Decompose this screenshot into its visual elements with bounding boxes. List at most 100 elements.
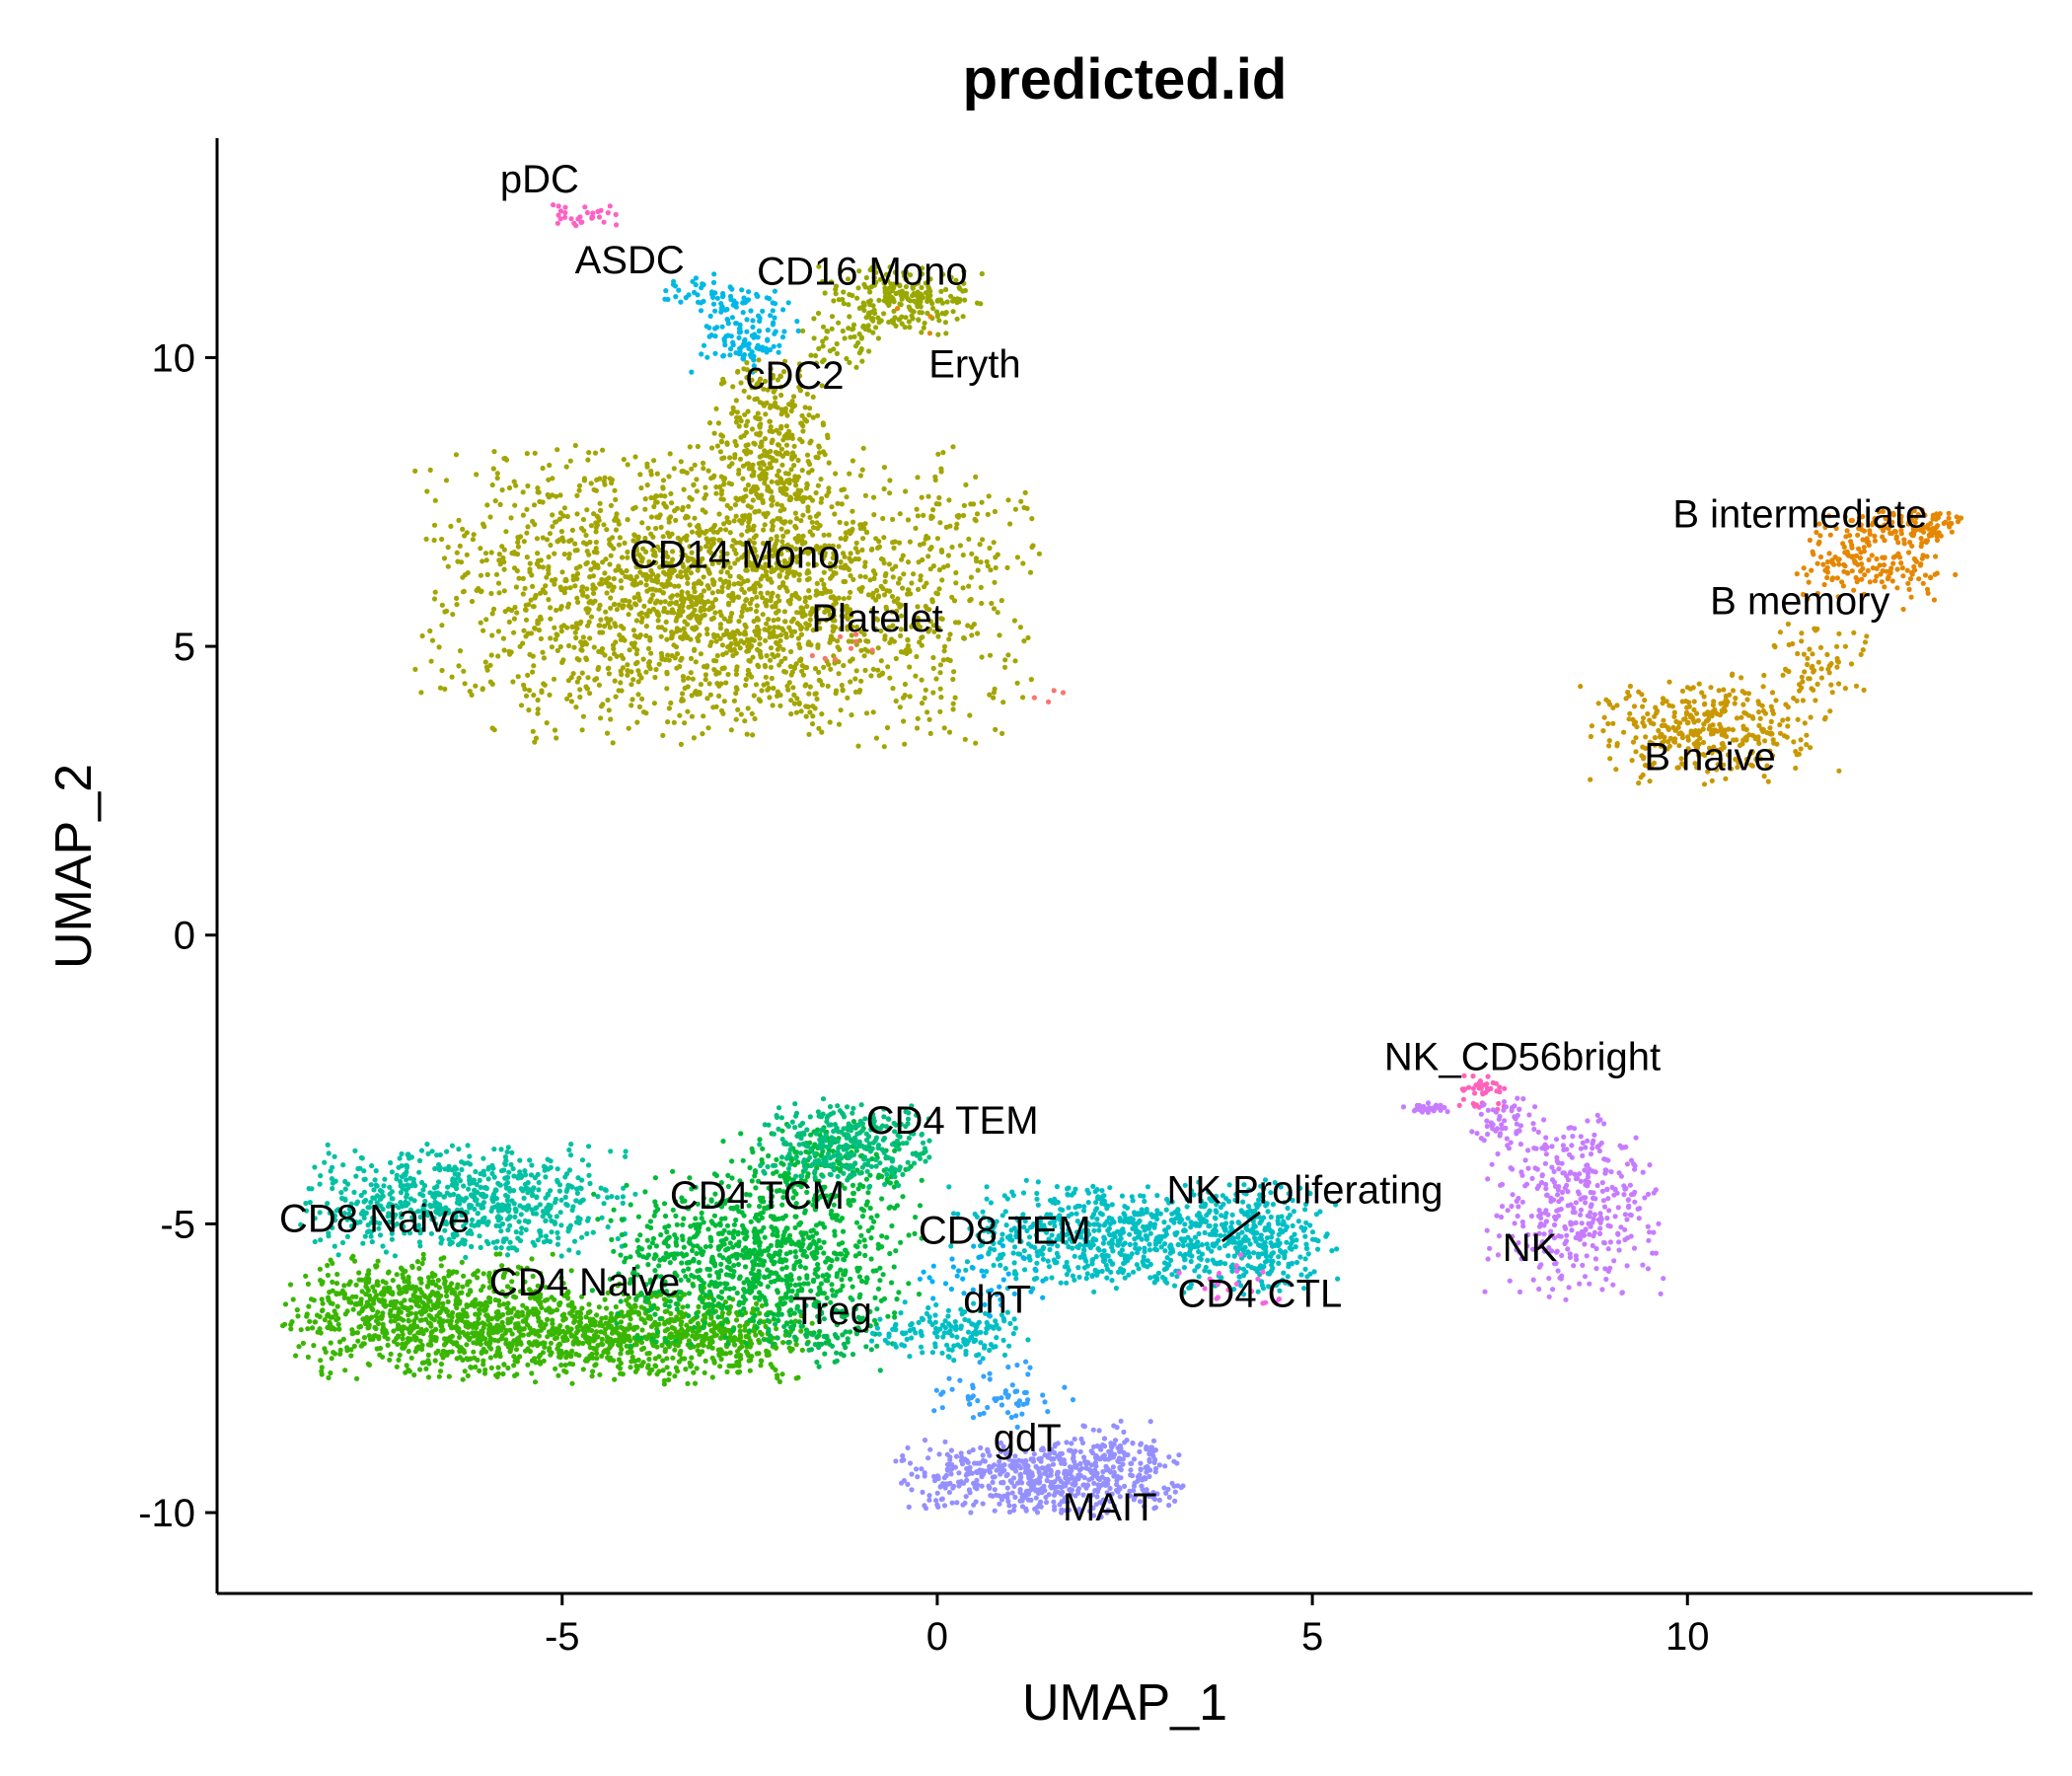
- data-point: [676, 583, 682, 589]
- data-point: [600, 559, 606, 565]
- data-point: [1899, 565, 1905, 571]
- data-point: [555, 203, 561, 209]
- data-point: [1814, 560, 1820, 566]
- data-point: [991, 695, 997, 701]
- data-point: [1616, 1247, 1622, 1253]
- data-point: [635, 692, 641, 698]
- data-point: [919, 271, 925, 277]
- data-point: [318, 1173, 324, 1179]
- data-point: [451, 1191, 457, 1198]
- data-point: [1636, 1216, 1642, 1221]
- data-point: [1739, 689, 1745, 695]
- data-point: [887, 639, 893, 646]
- data-point: [703, 664, 709, 670]
- data-point: [927, 547, 933, 553]
- data-point: [1894, 566, 1900, 572]
- data-point: [849, 558, 854, 564]
- data-point: [1809, 665, 1814, 671]
- data-point: [435, 1190, 441, 1196]
- data-point: [1648, 720, 1654, 726]
- data-point: [583, 606, 589, 613]
- data-point: [620, 634, 626, 641]
- data-point: [925, 709, 930, 715]
- data-point: [701, 298, 706, 304]
- data-point: [1538, 1179, 1545, 1186]
- data-point: [407, 1175, 413, 1181]
- data-point: [793, 555, 799, 560]
- data-point: [1484, 1227, 1490, 1233]
- data-point: [713, 484, 719, 490]
- data-point: [802, 405, 808, 410]
- data-point: [1732, 701, 1738, 706]
- data-point: [662, 599, 668, 605]
- data-point: [342, 1186, 348, 1192]
- data-point: [544, 720, 550, 726]
- data-point: [837, 519, 843, 526]
- data-point: [501, 647, 507, 653]
- data-point: [444, 1148, 450, 1154]
- data-point: [613, 496, 619, 502]
- data-point: [1561, 1134, 1567, 1140]
- data-point: [491, 1174, 497, 1180]
- data-point: [777, 703, 783, 708]
- data-point: [653, 666, 659, 673]
- data-point: [567, 458, 573, 464]
- data-point: [1749, 714, 1755, 720]
- data-point: [770, 703, 776, 708]
- data-point: [1597, 1225, 1603, 1231]
- data-point: [1583, 1145, 1589, 1150]
- data-point: [713, 658, 719, 664]
- data-point: [1601, 714, 1607, 720]
- data-point: [856, 350, 862, 356]
- data-point: [450, 1178, 456, 1184]
- data-point: [802, 595, 809, 601]
- data-point: [493, 1245, 499, 1251]
- data-point: [1769, 690, 1776, 696]
- data-point: [1881, 562, 1887, 568]
- data-point: [568, 1142, 574, 1147]
- data-point: [1627, 683, 1633, 690]
- data-point: [685, 580, 691, 586]
- data-point: [953, 569, 959, 576]
- data-point: [570, 671, 576, 677]
- data-point: [1565, 1203, 1571, 1209]
- data-point: [724, 317, 730, 323]
- data-point: [724, 518, 731, 525]
- data-point: [768, 424, 774, 430]
- data-point: [745, 577, 751, 584]
- data-point: [899, 556, 905, 562]
- data-point: [681, 486, 687, 492]
- data-point: [754, 291, 760, 297]
- data-point: [479, 1205, 484, 1211]
- data-point: [659, 625, 665, 630]
- data-point: [645, 645, 652, 652]
- data-point: [750, 324, 756, 331]
- data-point: [695, 299, 702, 305]
- data-point: [861, 653, 867, 659]
- data-point: [1517, 1142, 1523, 1147]
- data-point: [806, 588, 812, 594]
- data-point: [439, 602, 445, 608]
- data-point: [777, 662, 782, 668]
- data-point: [729, 410, 735, 416]
- data-point: [502, 1161, 508, 1167]
- data-point: [566, 642, 572, 649]
- data-point: [1558, 1206, 1564, 1213]
- data-point: [555, 220, 561, 226]
- data-point: [740, 605, 746, 611]
- data-point: [767, 347, 774, 353]
- data-point: [701, 588, 707, 594]
- data-point: [536, 628, 543, 633]
- data-point: [1564, 1232, 1570, 1238]
- data-point: [907, 664, 913, 670]
- data-point: [1791, 739, 1797, 745]
- data-point: [565, 601, 572, 607]
- data-point: [715, 588, 721, 595]
- data-point: [616, 602, 623, 608]
- data-point: [930, 654, 936, 661]
- data-point: [666, 516, 672, 522]
- data-point: [1710, 708, 1716, 715]
- data-point: [926, 331, 933, 336]
- data-point: [841, 289, 847, 295]
- data-point: [1836, 681, 1842, 687]
